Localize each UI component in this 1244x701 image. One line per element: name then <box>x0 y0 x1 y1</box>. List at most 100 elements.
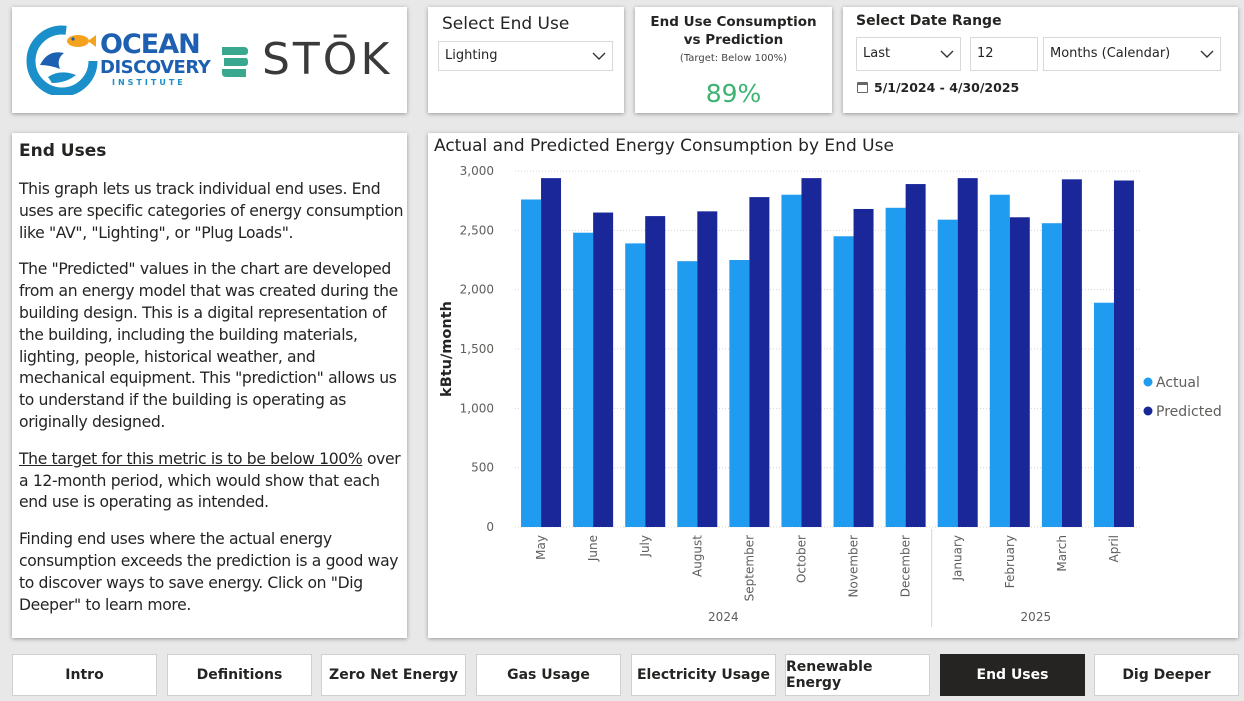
relative-period-value: Last <box>863 46 891 61</box>
logo-card: OCEAN DISCOVERY INSTITUTE STŌK <box>12 7 407 113</box>
bar-predicted-july <box>645 216 666 527</box>
energy-bar-chart: 0 500 1,000 1,500 2,000 2,500 3,000 kBtu/month M… <box>439 164 1222 627</box>
odi-line1: OCEAN <box>100 29 201 60</box>
description-paragraph-3: The target for this metric is to be belo… <box>19 449 404 514</box>
bar-actual-august <box>677 261 698 527</box>
chevron-down-icon <box>940 50 954 58</box>
odi-line3: INSTITUTE <box>112 78 186 87</box>
y-tick-label: 1,000 <box>460 401 494 415</box>
y-tick-label: 3,000 <box>460 164 494 178</box>
bar-actual-january <box>937 219 958 528</box>
chevron-down-icon <box>1200 50 1214 58</box>
year-label-2024: 2024 <box>708 610 739 624</box>
bar-predicted-february <box>1009 217 1030 527</box>
stok-wordmark: STŌK <box>262 34 393 85</box>
chart-title: Actual and Predicted Energy Consumption … <box>434 136 894 156</box>
chevron-down-icon <box>592 52 606 60</box>
x-tick-label: July <box>638 535 652 558</box>
end-use-slicer: Select End Use Lighting <box>428 7 624 113</box>
bar-actual-july <box>625 243 646 527</box>
tab-gas-usage[interactable]: Gas Usage <box>476 654 621 696</box>
target-explanation: over a 12-month period, which would show… <box>19 449 401 512</box>
ocean-discovery-wordmark: OCEAN DISCOVERY INSTITUTE <box>100 29 211 87</box>
bar-predicted-october <box>801 178 822 527</box>
x-tick-label: May <box>534 535 548 560</box>
bar-actual-october <box>781 194 802 527</box>
legend-marker-predicted <box>1143 406 1153 416</box>
bar-actual-march <box>1041 223 1062 528</box>
legend-label-predicted: Predicted <box>1156 404 1222 420</box>
legend-label-actual: Actual <box>1156 375 1200 391</box>
x-tick-label: August <box>690 535 704 577</box>
tab-dig-deeper[interactable]: Dig Deeper <box>1094 654 1239 696</box>
tab-intro[interactable]: Intro <box>12 654 157 696</box>
bar-predicted-march <box>1061 179 1082 527</box>
tab-electricity-usage[interactable]: Electricity Usage <box>631 654 776 696</box>
description-paragraph-1: This graph lets us track individual end … <box>19 180 404 242</box>
odi-line2: DISCOVERY <box>100 57 211 78</box>
bar-actual-november <box>833 236 854 527</box>
x-tick-label: November <box>847 535 861 597</box>
end-use-slicer-title: Select End Use <box>442 14 570 34</box>
bar-actual-december <box>885 207 906 527</box>
tab-definitions[interactable]: Definitions <box>167 654 312 696</box>
bar-predicted-june <box>593 212 614 527</box>
bar-predicted-september <box>749 197 770 527</box>
description-paragraph-2: The "Predicted" values in the chart are … <box>19 260 398 431</box>
tab-renewable-energy[interactable]: Renewable Energy <box>785 654 930 696</box>
x-tick-label: December <box>899 535 913 597</box>
stok-logo-icon <box>222 47 248 77</box>
period-unit-dropdown[interactable]: Months (Calendar) <box>1043 37 1221 71</box>
tab-end-uses[interactable]: End Uses <box>940 654 1085 696</box>
kpi-title-line1: End Use Consumption <box>650 14 817 30</box>
description-body: This graph lets us track individual end … <box>19 179 404 631</box>
tab-zero-net-energy[interactable]: Zero Net Energy <box>321 654 466 696</box>
kpi-subtitle: (Target: Below 100%) <box>679 53 788 64</box>
x-tick-label: February <box>1003 535 1017 588</box>
end-use-selected: Lighting <box>445 48 498 63</box>
bar-predicted-may <box>541 178 562 527</box>
x-tick-label: April <box>1107 535 1121 562</box>
bar-predicted-april <box>1113 180 1134 527</box>
period-count-value: 12 <box>977 46 994 61</box>
date-range-slicer: Select Date Range Last 12 Months (Calend… <box>843 7 1238 113</box>
bar-actual-june <box>573 232 594 527</box>
date-range-display: 5/1/2024 - 4/30/2025 <box>857 80 1019 95</box>
period-count-input[interactable]: 12 <box>970 37 1038 71</box>
x-tick-label: March <box>1055 535 1069 572</box>
description-card: End Uses This graph lets us track indivi… <box>12 133 407 638</box>
year-label-2025: 2025 <box>1021 610 1052 624</box>
kpi-title: End Use Consumption vs Prediction <box>635 13 832 49</box>
y-tick-label: 500 <box>471 461 494 475</box>
kpi-title-line2: vs Prediction <box>683 32 784 48</box>
bar-actual-april <box>1093 302 1114 527</box>
ocean-discovery-logo-icon <box>26 25 98 95</box>
x-tick-label: October <box>794 535 808 583</box>
date-range-text: 5/1/2024 - 4/30/2025 <box>874 80 1020 95</box>
x-tick-label: September <box>742 535 756 601</box>
date-slicer-title: Select Date Range <box>856 13 1002 29</box>
relative-period-dropdown[interactable]: Last <box>856 37 961 71</box>
period-unit-value: Months (Calendar) <box>1050 46 1171 61</box>
legend-marker-actual <box>1143 377 1153 387</box>
bar-predicted-august <box>697 211 718 527</box>
bar-actual-september <box>729 260 750 527</box>
y-tick-label: 2,000 <box>460 283 494 297</box>
y-tick-label: 0 <box>486 520 494 534</box>
y-axis-label: kBtu/month <box>439 301 455 397</box>
energy-chart-card: Actual and Predicted Energy Consumption … <box>428 133 1238 638</box>
bar-predicted-november <box>853 208 874 527</box>
calendar-icon <box>857 82 868 93</box>
end-use-dropdown[interactable]: Lighting <box>438 41 613 71</box>
description-title: End Uses <box>19 141 107 161</box>
description-paragraph-4: Finding end uses where the actual energy… <box>19 530 399 614</box>
bar-predicted-december <box>905 184 926 527</box>
kpi-value: 89% <box>705 79 762 108</box>
y-tick-label: 1,500 <box>460 342 494 356</box>
bar-actual-february <box>989 194 1010 527</box>
y-tick-label: 2,500 <box>460 223 494 237</box>
bar-actual-may <box>521 199 542 527</box>
kpi-card: End Use Consumption vs Prediction (Targe… <box>635 7 832 113</box>
x-tick-label: January <box>951 535 965 582</box>
x-tick-label: June <box>586 535 600 562</box>
